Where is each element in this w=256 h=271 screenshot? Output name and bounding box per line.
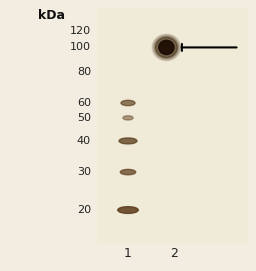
Ellipse shape	[154, 36, 179, 59]
Text: 80: 80	[77, 67, 91, 77]
Text: 40: 40	[77, 136, 91, 146]
Ellipse shape	[120, 169, 136, 175]
Ellipse shape	[152, 34, 180, 61]
Ellipse shape	[156, 37, 177, 58]
Text: 100: 100	[70, 43, 91, 52]
Ellipse shape	[119, 138, 137, 144]
Text: kDa: kDa	[38, 9, 65, 22]
Text: 30: 30	[77, 167, 91, 177]
Text: 50: 50	[77, 113, 91, 123]
Ellipse shape	[159, 40, 174, 54]
Text: 1: 1	[124, 247, 132, 260]
Ellipse shape	[118, 207, 138, 214]
Ellipse shape	[123, 116, 133, 120]
Ellipse shape	[121, 100, 135, 106]
Text: 120: 120	[70, 26, 91, 36]
Text: 2: 2	[170, 247, 178, 260]
Bar	[97, 8, 248, 244]
Text: 60: 60	[77, 98, 91, 108]
Text: 20: 20	[77, 205, 91, 215]
